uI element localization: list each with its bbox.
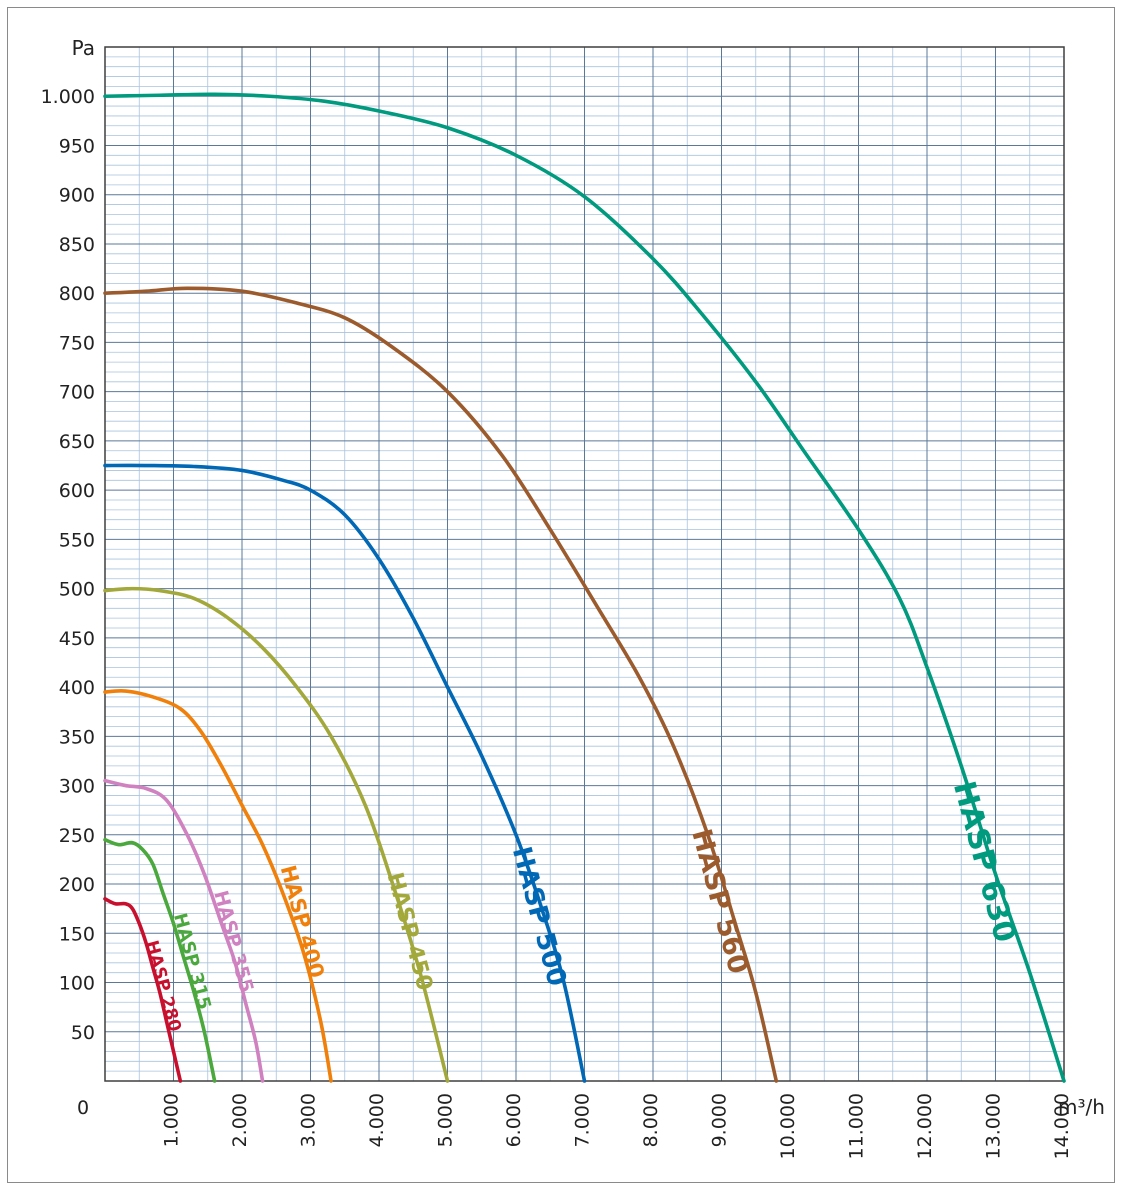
y-tick-label: 450: [59, 628, 95, 650]
x-tick-label: 8.000: [640, 1093, 662, 1147]
x-tick-label: 6.000: [503, 1093, 525, 1147]
x-tick-label: 12.000: [914, 1093, 936, 1159]
series-line-hasp-560: [103, 286, 779, 1083]
y-tick-label: 500: [59, 579, 95, 601]
x-tick-label: 7.000: [571, 1093, 593, 1147]
series-line-hasp-630: [103, 92, 1066, 1083]
y-tick-label: 400: [59, 677, 95, 699]
y-tick-label: 700: [59, 382, 95, 404]
y-tick-label: 600: [59, 480, 95, 502]
x-tick-label: 3.000: [297, 1093, 319, 1147]
x-tick-label: 2.000: [229, 1093, 251, 1147]
series-line-hasp-315: [103, 837, 217, 1083]
y-tick-label: 50: [71, 1022, 95, 1044]
y-axis-unit: Pa: [72, 36, 95, 60]
series-line-hasp-280: [103, 897, 183, 1083]
x-tick-label: 13.000: [982, 1093, 1004, 1159]
x-tick-label: 10.000: [777, 1093, 799, 1159]
series-label-hasp-450: HASP 450: [382, 870, 437, 993]
y-tick-label: 550: [59, 529, 95, 551]
x-tick-label: 1.000: [160, 1093, 182, 1147]
y-tick-label: 250: [59, 825, 95, 847]
x-tick-label: 4.000: [366, 1093, 388, 1147]
series-label-hasp-560: HASP 560: [685, 826, 753, 977]
origin-label: 0: [77, 1097, 89, 1119]
series-line-hasp-400: [103, 689, 333, 1083]
x-axis-unit: m³/h: [1058, 1095, 1105, 1119]
y-tick-label: 350: [59, 726, 95, 748]
x-tick-label: 9.000: [708, 1093, 730, 1147]
series-line-hasp-355: [103, 778, 265, 1083]
y-tick-label: 950: [59, 135, 95, 157]
x-tick-label: 5.000: [434, 1093, 456, 1147]
grid: [105, 46, 1065, 1081]
series-lines: [103, 92, 1066, 1083]
series-label-hasp-355: HASP 355: [209, 888, 257, 995]
y-tick-label: 800: [59, 283, 95, 305]
y-tick-label: 300: [59, 776, 95, 798]
y-tick-label: 900: [59, 185, 95, 207]
series-line-hasp-500: [103, 463, 587, 1083]
series-line-hasp-450: [103, 586, 450, 1083]
series-label-hasp-630: HASP 630: [946, 778, 1023, 946]
x-tick-label: 11.000: [845, 1093, 867, 1159]
y-tick-label: 150: [59, 923, 95, 945]
y-tick-label: 1.000: [41, 86, 95, 108]
y-tick-label: 650: [59, 431, 95, 453]
y-tick-label: 850: [59, 234, 95, 256]
x-tick-label: 14.000: [1051, 1093, 1073, 1159]
y-tick-label: 750: [59, 332, 95, 354]
y-tick-label: 100: [59, 973, 95, 995]
y-tick-label: 200: [59, 874, 95, 896]
